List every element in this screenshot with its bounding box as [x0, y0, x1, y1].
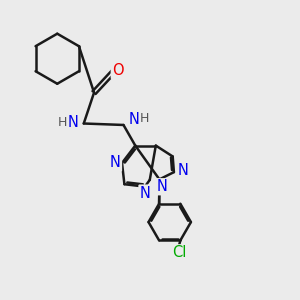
- Text: N: N: [68, 115, 79, 130]
- Text: N: N: [128, 112, 139, 127]
- Text: N: N: [156, 179, 167, 194]
- Text: H: H: [140, 112, 149, 125]
- Text: N: N: [177, 163, 188, 178]
- Text: H: H: [58, 116, 67, 128]
- Text: O: O: [112, 63, 123, 78]
- Text: N: N: [110, 155, 121, 170]
- Text: N: N: [140, 186, 150, 201]
- Text: Cl: Cl: [172, 245, 186, 260]
